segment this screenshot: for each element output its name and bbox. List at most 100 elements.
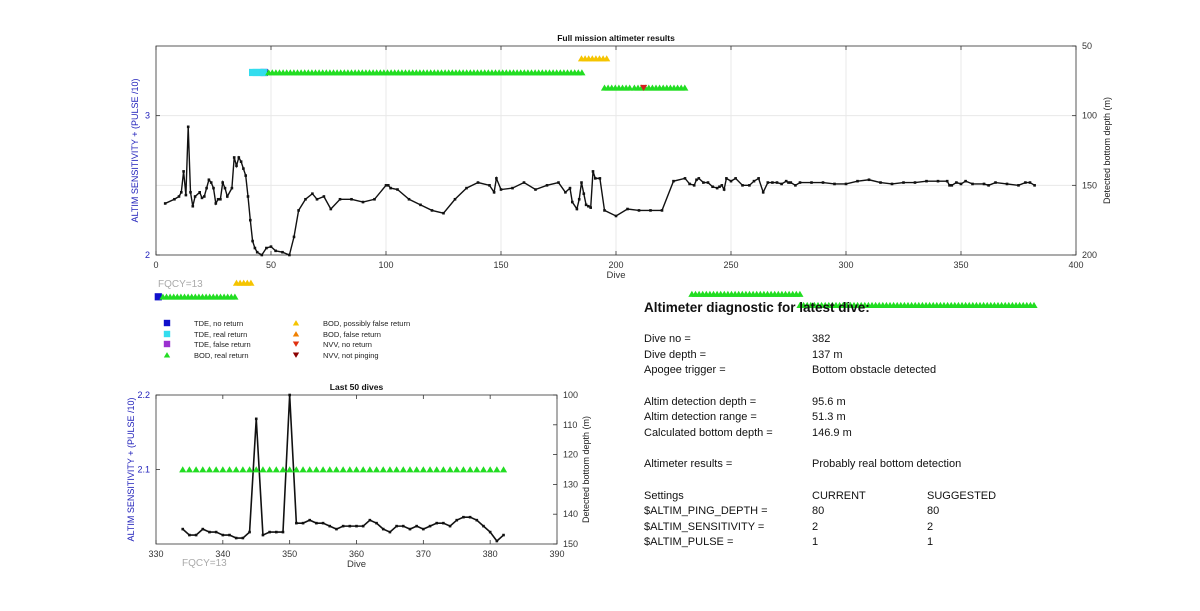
depth-point xyxy=(230,186,234,190)
depth-point xyxy=(361,200,365,204)
depth-point xyxy=(577,197,581,201)
depth-point xyxy=(322,195,326,198)
status-marker xyxy=(372,466,381,473)
status-marker xyxy=(399,466,407,473)
depth-point xyxy=(205,186,208,190)
depth-point xyxy=(936,179,940,183)
depth-point xyxy=(255,250,259,254)
status-marker xyxy=(192,466,200,473)
status-marker xyxy=(379,466,387,473)
depth-point xyxy=(295,521,298,525)
depth-point xyxy=(288,253,291,257)
status-marker xyxy=(626,84,634,91)
depth-point xyxy=(251,239,254,243)
depth-point xyxy=(208,530,211,534)
depth-point xyxy=(964,179,967,183)
status-marker xyxy=(473,466,481,473)
depth-point xyxy=(335,527,338,531)
depth-point xyxy=(384,184,388,187)
status-marker xyxy=(486,466,494,473)
x-tick-label: 330 xyxy=(148,549,163,559)
status-marker xyxy=(179,466,187,473)
y-tick-label-right: 100 xyxy=(1082,111,1097,121)
diag-row: Apogee trigger = Bottom obstacle detected xyxy=(644,364,937,376)
depth-point xyxy=(246,195,250,198)
depth-point xyxy=(281,250,284,254)
depth-point xyxy=(248,530,251,534)
depth-point xyxy=(328,524,332,528)
legend-triangle-down-icon xyxy=(292,341,300,347)
depth-point xyxy=(476,181,480,184)
depth-point xyxy=(688,182,691,186)
status-marker xyxy=(796,290,804,297)
depth-point xyxy=(430,209,434,212)
depth-point xyxy=(350,197,353,201)
last-50-chart: 330 340 350 360 370 380 390 2.1 2.2 100 110 120 130 1… xyxy=(126,382,591,570)
depth-point xyxy=(748,184,751,187)
depth-point xyxy=(308,518,312,522)
status-marker xyxy=(413,466,421,473)
depth-point xyxy=(237,156,241,159)
depth-point xyxy=(810,181,813,184)
status-marker xyxy=(352,466,361,473)
x-axis-label: Dive xyxy=(606,270,625,281)
x-tick-label: 200 xyxy=(608,260,623,270)
depth-point xyxy=(511,186,514,190)
legend-square-icon xyxy=(163,340,171,348)
depth-point xyxy=(242,167,245,170)
depth-point xyxy=(241,536,245,540)
depth-point xyxy=(194,533,198,537)
status-marker xyxy=(346,466,354,473)
depth-point xyxy=(189,191,192,194)
status-marker xyxy=(326,466,334,473)
status-marker xyxy=(292,466,300,473)
status-marker xyxy=(459,466,468,473)
depth-point xyxy=(193,195,197,198)
depth-point xyxy=(275,530,278,534)
y-tick-label-left: 3 xyxy=(145,111,150,121)
depth-point xyxy=(603,209,606,212)
x-tick-label: 370 xyxy=(416,549,431,559)
depth-point xyxy=(575,207,579,211)
depth-point xyxy=(265,246,268,250)
status-marker xyxy=(433,466,441,473)
status-marker xyxy=(225,466,234,473)
legend-label: TDE, real return xyxy=(194,330,247,339)
depth-point xyxy=(761,191,765,194)
depth-point xyxy=(182,170,185,173)
x-tick-label: 150 xyxy=(493,260,508,270)
depth-point xyxy=(269,245,273,248)
legend-item: TDE, false return xyxy=(163,340,251,349)
y-tick-label-right: 100 xyxy=(563,390,578,400)
depth-point xyxy=(1024,181,1027,184)
x-tick-label: 390 xyxy=(549,549,564,559)
depth-point xyxy=(292,235,296,239)
status-marker xyxy=(366,466,374,473)
depth-point xyxy=(757,177,760,180)
legend-item: NVV, no return xyxy=(292,340,372,349)
depth-point xyxy=(221,533,225,537)
depth-point xyxy=(948,184,951,187)
depth-point xyxy=(702,181,705,184)
depth-point xyxy=(734,177,737,180)
depth-point xyxy=(388,530,392,534)
depth-point xyxy=(614,214,618,218)
depth-point xyxy=(468,515,472,519)
status-marker xyxy=(640,84,648,92)
depth-point xyxy=(711,185,714,189)
y-tick-label-right: 110 xyxy=(563,420,577,430)
depth-point xyxy=(492,191,496,194)
status-marker xyxy=(499,466,508,473)
depth-point xyxy=(181,527,185,531)
depth-point xyxy=(214,202,218,205)
legend-square-icon xyxy=(163,330,171,338)
depth-point xyxy=(741,184,744,187)
depth-point xyxy=(191,204,195,208)
legend-item: BOD, possibly false return xyxy=(292,319,410,328)
depth-point xyxy=(766,181,770,184)
depth-point xyxy=(789,181,793,184)
legend-triangle-up-icon xyxy=(292,320,300,326)
depth-point xyxy=(435,521,438,525)
x-tick-label: 0 xyxy=(153,260,158,270)
depth-point xyxy=(253,246,257,250)
